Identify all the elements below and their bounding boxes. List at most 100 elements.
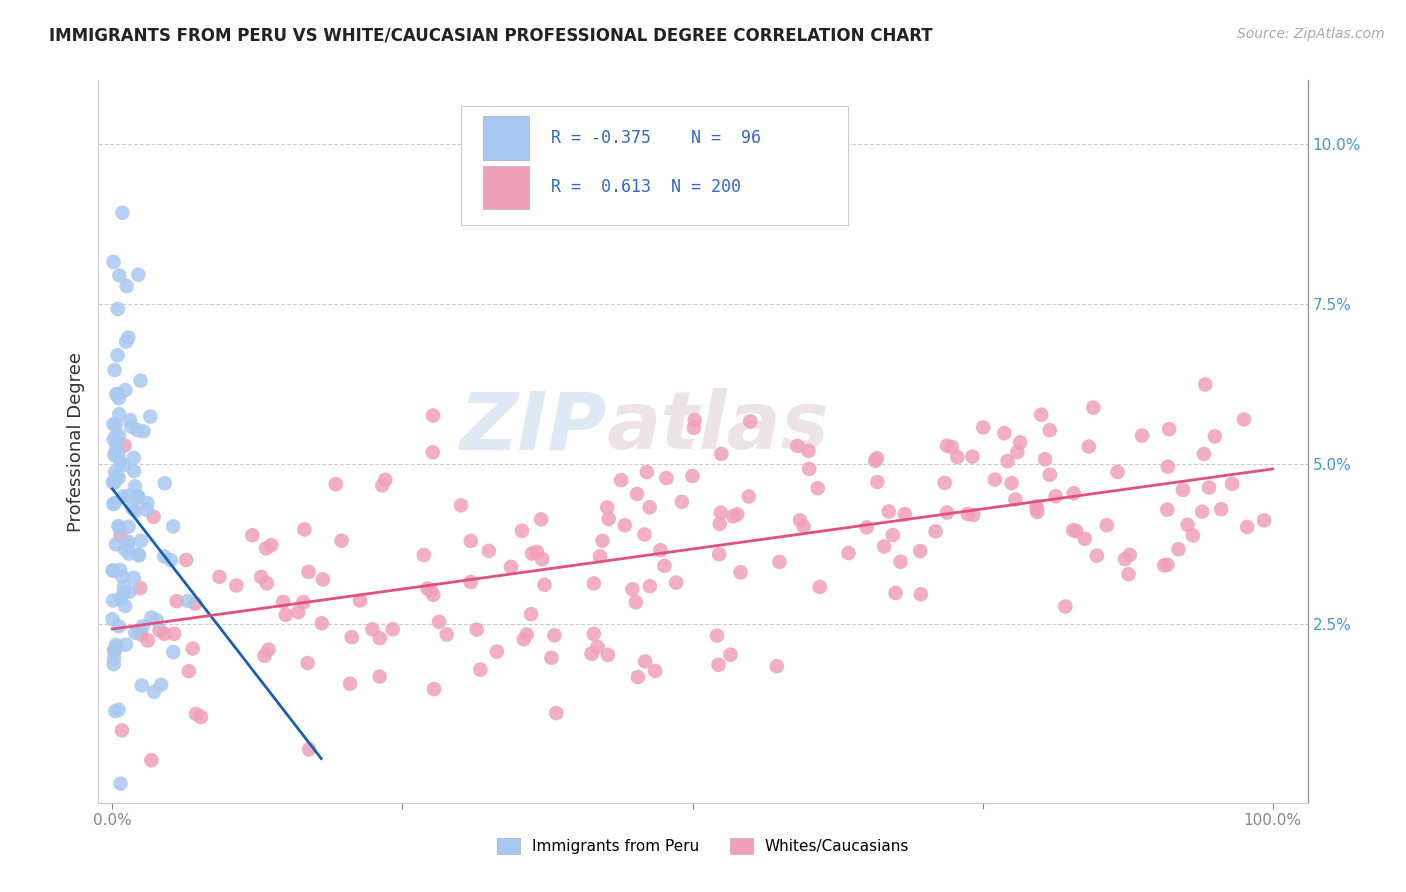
Point xyxy=(114,383,136,397)
Point xyxy=(115,279,138,293)
Point xyxy=(613,518,636,533)
Point xyxy=(117,489,139,503)
Point xyxy=(531,552,554,566)
Point xyxy=(381,622,404,636)
Point xyxy=(766,659,789,673)
Point xyxy=(1063,486,1085,500)
Point xyxy=(1004,492,1026,507)
Point xyxy=(1209,502,1232,516)
Point xyxy=(132,425,155,439)
Point xyxy=(101,564,124,578)
Point xyxy=(131,678,153,692)
Point xyxy=(1198,481,1220,495)
Point xyxy=(184,597,207,611)
Point xyxy=(117,330,139,344)
Point xyxy=(271,595,294,609)
Point xyxy=(1033,452,1056,467)
Point xyxy=(128,624,150,638)
Point xyxy=(423,681,446,696)
Point xyxy=(101,475,124,489)
Point xyxy=(465,623,488,637)
Point xyxy=(136,633,159,648)
Point xyxy=(129,581,152,595)
Point xyxy=(485,644,508,658)
Point xyxy=(460,533,482,548)
Point xyxy=(368,631,391,645)
Point xyxy=(114,599,136,613)
Point xyxy=(162,645,184,659)
Point xyxy=(422,445,444,459)
FancyBboxPatch shape xyxy=(461,105,848,225)
Point xyxy=(582,627,605,641)
Point xyxy=(105,387,128,401)
Point xyxy=(543,628,565,642)
Point xyxy=(1192,447,1215,461)
Text: R = -0.375    N =  96: R = -0.375 N = 96 xyxy=(551,129,761,147)
Point xyxy=(256,576,278,591)
Point xyxy=(768,555,790,569)
Point xyxy=(419,583,441,598)
Point xyxy=(1107,465,1129,479)
Point xyxy=(121,501,143,516)
Point xyxy=(1204,429,1226,443)
Point xyxy=(107,348,129,362)
Point xyxy=(103,255,125,269)
Point xyxy=(292,523,315,537)
Point xyxy=(499,559,522,574)
Point xyxy=(145,613,167,627)
Point xyxy=(110,776,132,790)
Point xyxy=(586,640,609,654)
Point xyxy=(516,627,538,641)
Point xyxy=(339,676,361,690)
Point xyxy=(124,479,146,493)
Point xyxy=(422,588,444,602)
Point xyxy=(129,374,152,388)
Point xyxy=(101,593,124,607)
Point xyxy=(250,570,273,584)
Point xyxy=(627,670,650,684)
Point xyxy=(598,512,620,526)
Point xyxy=(866,475,889,489)
Point xyxy=(707,547,730,561)
Point xyxy=(1045,489,1067,503)
Point xyxy=(118,547,141,561)
Point xyxy=(117,539,139,553)
Point xyxy=(114,542,136,557)
Point xyxy=(792,519,814,533)
Point xyxy=(136,502,159,516)
Y-axis label: Professional Degree: Professional Degree xyxy=(66,351,84,532)
Point xyxy=(104,465,127,479)
Point xyxy=(530,512,553,526)
Point xyxy=(997,454,1019,468)
Point xyxy=(103,417,125,432)
Point xyxy=(104,638,127,652)
Point xyxy=(1054,599,1077,614)
Point xyxy=(655,471,678,485)
Point xyxy=(621,582,644,597)
Point xyxy=(153,627,176,641)
Point xyxy=(1118,567,1140,582)
Point xyxy=(103,476,125,491)
Point xyxy=(330,533,353,548)
Point xyxy=(946,450,969,464)
Point xyxy=(103,433,125,447)
Point xyxy=(1181,528,1204,542)
Point xyxy=(638,579,661,593)
Point xyxy=(101,612,124,626)
Point xyxy=(1095,518,1118,533)
Point xyxy=(633,527,655,541)
Point xyxy=(349,593,371,607)
Point xyxy=(112,585,135,599)
Point xyxy=(1025,500,1047,514)
Point xyxy=(111,723,134,738)
Point xyxy=(298,742,321,756)
FancyBboxPatch shape xyxy=(482,166,529,209)
Point xyxy=(153,549,176,564)
Point xyxy=(730,566,752,580)
Point xyxy=(436,627,458,641)
Point xyxy=(1114,552,1136,566)
Point xyxy=(1194,377,1216,392)
Point xyxy=(117,519,139,533)
Point xyxy=(908,544,931,558)
Point xyxy=(478,544,501,558)
